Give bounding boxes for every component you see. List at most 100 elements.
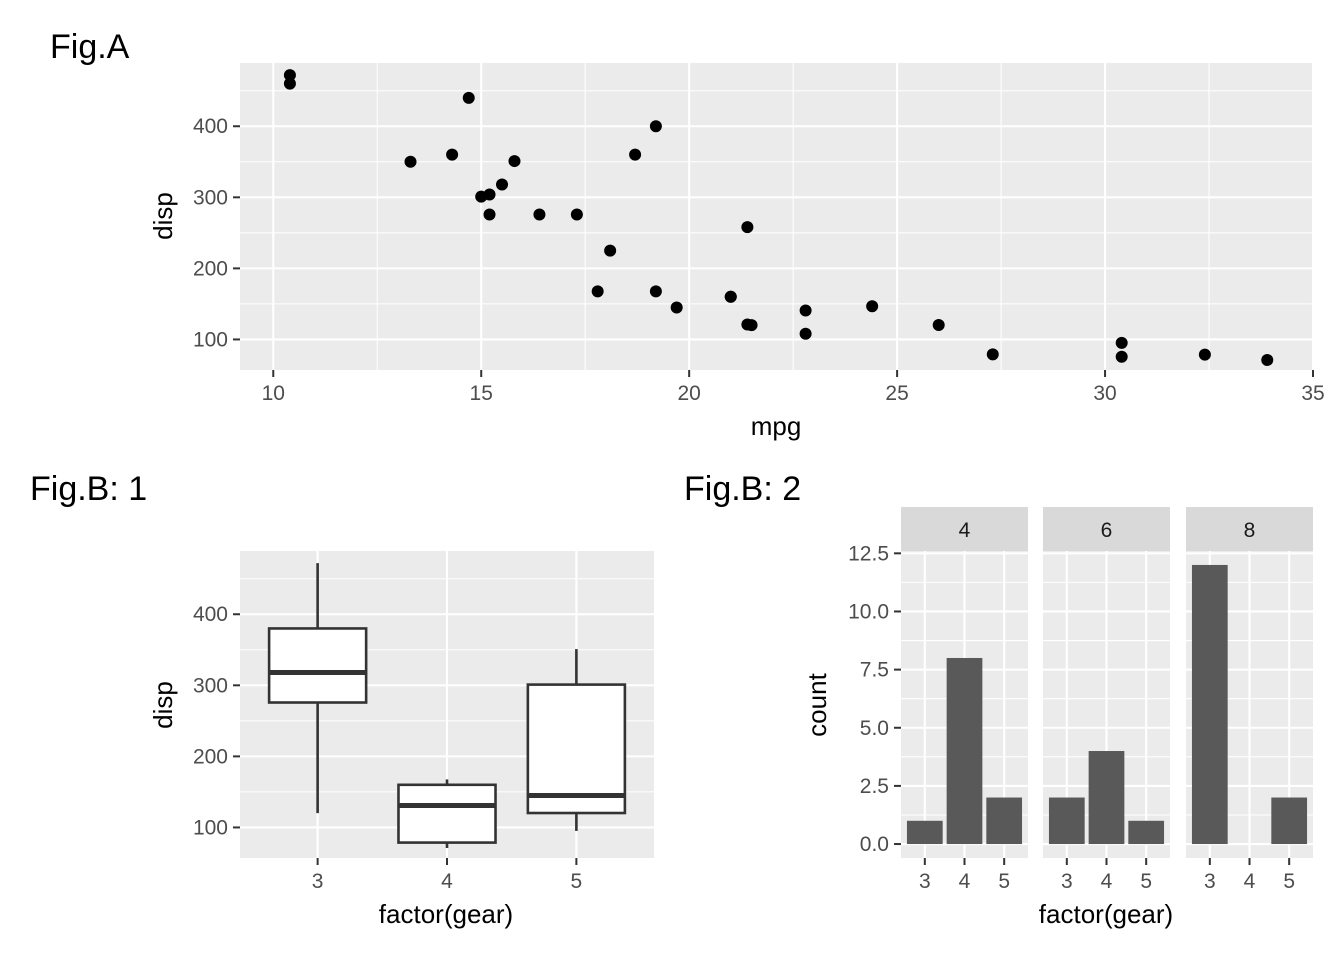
fig-a-panel [240,63,1313,370]
fig-b2-facet-6: 6 3 4 5 [1043,507,1170,893]
fig-a-point [1261,353,1274,366]
fig-b2-facet-label: 4 [959,519,971,542]
fig-b2-facets: 4 3 4 5 6 3 4 5 8 3 4 5 [901,507,1313,893]
fig-b2-y-tick-label: 5.0 [860,717,889,740]
fig-b2-facet-label: 8 [1244,519,1256,542]
fig-b2-bar [1128,820,1165,845]
fig-a-point [570,208,583,221]
fig-b1-x-axis-title: factor(gear) [379,899,513,929]
fig-a-point [741,318,754,331]
fig-a-y-tick-label: 100 [193,328,228,351]
fig-b2-facet-4: 4 3 4 5 [901,507,1028,893]
fig-b1-y-axis-title: disp [148,681,178,729]
fig-b2-facet-strip [1186,507,1313,551]
fig-a-point [446,148,459,161]
fig-a-point [866,300,879,313]
fig-a-point [986,348,999,361]
fig-a-point [1198,348,1211,361]
fig-b2-x-tick-label: 5 [1140,870,1152,893]
fig-b2-bar [986,797,1023,845]
boxplot-chart-gear-disp: Fig.B: 1 100 200 300 400 3 4 5 factor(gear) di… [30,470,654,929]
fig-a-point [799,327,812,340]
fig-a-point [670,301,683,314]
fig-a-point [496,178,509,191]
fig-b1-axis-ticks: 100 200 300 400 3 4 5 [193,603,582,893]
fig-a-x-axis-title: mpg [751,411,802,441]
fig-a-point [483,208,496,221]
fig-b1-x-tick-label: 3 [312,870,324,893]
fig-b1-box [397,783,497,844]
fig-a-point [475,190,488,203]
fig-a-point [649,285,662,298]
fig-a-x-tick-label: 15 [470,382,493,405]
fig-b1-x-tick-label: 4 [441,870,453,893]
fig-a-x-tick-label: 10 [262,382,285,405]
fig-a-point [799,304,812,317]
fig-a-point [1115,350,1128,363]
fig-b2-y-tick-label: 0.0 [860,833,889,856]
fig-b1-x-tick-label: 5 [571,870,583,893]
fig-b2-x-tick-label: 3 [919,870,931,893]
fig-a-point [404,155,417,168]
fig-a-point [1115,336,1128,349]
fig-a-y-axis-title: disp [148,192,178,240]
fig-a-point [508,155,521,168]
fig-b2-facet-8: 8 3 4 5 [1186,507,1313,893]
fig-a-point [283,69,296,82]
fig-b2-bar [1048,797,1085,845]
fig-b2-x-tick-label: 4 [1101,870,1113,893]
fig-b2-y-tick-label: 12.5 [848,542,889,565]
fig-a-point [724,290,737,303]
fig-b2-y-tick-label: 10.0 [848,600,889,623]
fig-a-x-tick-label: 25 [885,382,908,405]
fig-b2-bar [1271,797,1308,845]
fig-a-point [533,208,546,221]
fig-a-point [462,91,475,104]
fig-a-points [283,69,1274,366]
fig-b1-y-tick-label: 400 [193,603,228,626]
fig-b2-bar [1088,751,1125,845]
fig-b2-x-axis-title: factor(gear) [1039,899,1173,929]
fig-b2-facet-strip [901,507,1028,551]
fig-a-x-tick-label: 35 [1301,382,1324,405]
fig-b1-y-tick-label: 200 [193,745,228,768]
fig-a-y-tick-label: 200 [193,257,228,280]
fig-b1-y-tick-label: 100 [193,816,228,839]
fig-b2-facet-strip [1043,507,1170,551]
fig-b2-x-tick-label: 3 [1061,870,1073,893]
fig-b2-x-tick-label: 5 [1283,870,1295,893]
fig-b2-bar [906,820,943,845]
fig-b2-bar [1191,564,1228,845]
fig-a-axis-ticks: 10 15 20 25 30 35 100 200 300 400 [193,115,1325,405]
fig-a-gridlines [240,63,1315,370]
fig-b2-y-tick-label: 7.5 [860,659,889,682]
fig-a-point [629,148,642,161]
fig-a-point [741,221,754,234]
fig-a-y-tick-label: 400 [193,115,228,138]
fig-b2-y-axis-ticks: 0.0 2.5 5.0 7.5 10.0 12.5 [848,542,901,856]
fig-b1-tag: Fig.B: 1 [30,470,147,508]
fig-a-point [649,120,662,133]
fig-b2-x-tick-label: 4 [959,870,971,893]
fig-b1-box [526,683,627,815]
fig-a-point [932,319,945,332]
fig-b1-boxes [267,563,627,848]
fig-b2-x-tick-label: 5 [998,870,1010,893]
fig-b2-x-tick-label: 4 [1244,870,1256,893]
fig-b2-tag: Fig.B: 2 [684,470,801,508]
fig-b1-box [267,627,368,704]
fig-a-point [604,244,617,257]
fig-b2-bar [946,657,983,845]
fig-a-point [591,285,604,298]
faceted-bar-chart-gear-count: Fig.B: 2 4 3 4 5 6 3 4 5 8 3 4 5 0.0 2.5 5.0 7.5 10.0 12… [684,470,1313,929]
fig-a-tag: Fig.A [50,28,130,66]
fig-a-x-tick-label: 20 [677,382,700,405]
fig-b2-facet-label: 6 [1101,519,1113,542]
fig-a-y-tick-label: 300 [193,186,228,209]
scatter-chart-mpg-disp: Fig.A 10 15 20 25 30 35 100 200 300 400 mpg disp [50,28,1325,441]
fig-a-point [283,77,296,90]
fig-b2-y-tick-label: 2.5 [860,775,889,798]
fig-b2-x-tick-label: 3 [1204,870,1216,893]
fig-b2-y-axis-title: count [802,672,832,736]
